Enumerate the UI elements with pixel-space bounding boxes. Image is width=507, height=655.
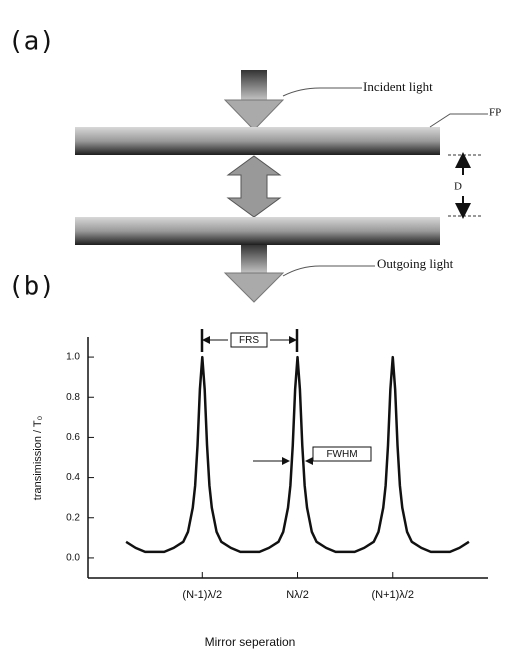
panel-label: (b) <box>8 272 55 302</box>
double-arrow <box>226 155 282 218</box>
mirror-top <box>75 127 440 155</box>
y-tick-label: 0.2 <box>66 512 80 523</box>
annotation: FWHM <box>326 449 357 460</box>
y-tick-label: 0.6 <box>66 432 80 443</box>
mirror-bottom <box>75 217 440 245</box>
leader-line <box>282 87 362 97</box>
incident-arrow <box>223 70 285 131</box>
y-tick-label: 0.0 <box>66 553 80 564</box>
mirror-label: FP <box>489 107 501 119</box>
annotation-box <box>312 446 372 462</box>
y-tick-label: 0.8 <box>66 392 80 403</box>
x-tick-label: (N-1)λ/2 <box>182 589 222 601</box>
annotation-box <box>230 332 268 348</box>
gap-label: D <box>454 181 462 193</box>
x-axis-label: Mirror seperation <box>205 635 296 649</box>
leader-line <box>282 265 375 277</box>
y-tick-label: 0.4 <box>66 472 80 483</box>
chart: FRS FWHM Mirror seperation transimission… <box>32 329 488 649</box>
incident-label: Incident light <box>363 79 433 94</box>
x-tick-label: (N+1)λ/2 <box>372 589 415 601</box>
panel-label: (a) <box>8 27 55 57</box>
annotation: FRS <box>239 335 259 346</box>
y-tick-label: 1.0 <box>66 352 80 363</box>
x-tick-label: Nλ/2 <box>286 589 309 601</box>
outgoing-arrow <box>223 245 285 303</box>
outgoing-label: Outgoing light <box>377 256 454 271</box>
line-series <box>125 355 470 554</box>
y-axis-label: transimission / T₀ <box>32 416 44 500</box>
leader-line <box>429 113 488 128</box>
